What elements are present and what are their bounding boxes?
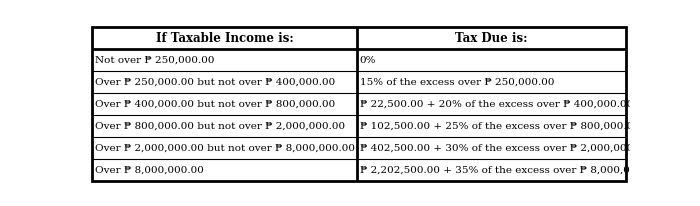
Text: 15% of the excess over ₱ 250,000.00: 15% of the excess over ₱ 250,000.00 <box>360 77 554 87</box>
Text: Over ₱ 800,000.00 but not over ₱ 2,000,000.00: Over ₱ 800,000.00 but not over ₱ 2,000,0… <box>94 122 344 131</box>
Text: Over ₱ 2,000,000.00 but not over ₱ 8,000,000.00: Over ₱ 2,000,000.00 but not over ₱ 8,000… <box>94 144 355 152</box>
Text: Over ₱ 400,000.00 but not over ₱ 800,000.00: Over ₱ 400,000.00 but not over ₱ 800,000… <box>94 99 335 109</box>
Text: ₱ 22,500.00 + 20% of the excess over ₱ 400,000.00: ₱ 22,500.00 + 20% of the excess over ₱ 4… <box>360 99 633 109</box>
Text: ₱ 2,202,500.00 + 35% of the excess over ₱ 8,000,000.00: ₱ 2,202,500.00 + 35% of the excess over … <box>360 165 659 174</box>
Text: ₱ 402,500.00 + 30% of the excess over ₱ 2,000,000.00: ₱ 402,500.00 + 30% of the excess over ₱ … <box>360 144 650 152</box>
Text: 0%: 0% <box>360 56 377 64</box>
Text: Over ₱ 8,000,000.00: Over ₱ 8,000,000.00 <box>94 165 204 174</box>
Text: Over ₱ 250,000.00 but not over ₱ 400,000.00: Over ₱ 250,000.00 but not over ₱ 400,000… <box>94 77 335 87</box>
Text: ₱ 102,500.00 + 25% of the excess over ₱ 800,000.00: ₱ 102,500.00 + 25% of the excess over ₱ … <box>360 122 640 131</box>
Text: If Taxable Income is:: If Taxable Income is: <box>155 32 293 44</box>
Text: Tax Due is:: Tax Due is: <box>455 32 528 44</box>
Text: Not over ₱ 250,000.00: Not over ₱ 250,000.00 <box>94 56 214 64</box>
